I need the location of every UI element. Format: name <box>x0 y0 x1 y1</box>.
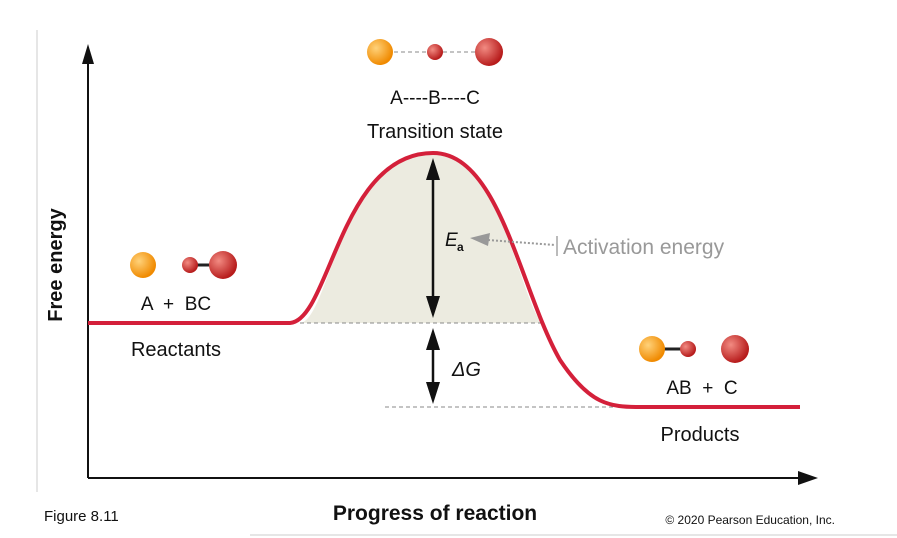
products-formula: AB + C <box>666 378 737 399</box>
figure-label: Figure 8.11 <box>44 508 119 525</box>
transition-molecules <box>367 38 503 66</box>
delta-g-arrowheads-icon <box>426 328 440 404</box>
ea-symbol: E <box>445 230 458 251</box>
products-label: Products <box>661 424 740 446</box>
reactant-molecules <box>130 251 237 279</box>
delta-g-label: ΔG <box>451 359 481 381</box>
y-axis-arrow-icon <box>82 44 94 64</box>
copyright: © 2020 Pearson Education, Inc. <box>665 513 835 527</box>
reactants-label: Reactants <box>131 339 221 361</box>
x-axis-label: Progress of reaction <box>333 502 537 525</box>
transition-label: Transition state <box>367 121 503 143</box>
energy-curve <box>88 150 800 409</box>
transition-formula: A----B----C <box>390 88 480 109</box>
activation-pointer-arrow-icon <box>470 233 490 246</box>
y-axis-label: Free energy <box>45 207 67 321</box>
product-molecules <box>639 335 749 363</box>
activation-pointer <box>487 239 556 246</box>
reactants-formula: A + BC <box>141 294 211 315</box>
activation-area <box>300 153 542 323</box>
activation-energy-label: Activation energy <box>563 236 725 259</box>
ea-subscript: a <box>457 240 464 254</box>
x-axis-arrow-icon <box>798 471 818 485</box>
